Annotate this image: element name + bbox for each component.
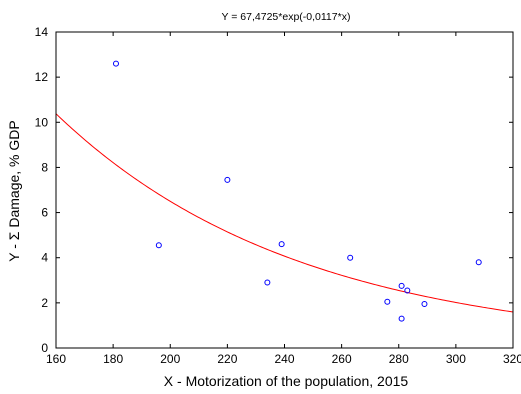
data-point <box>398 282 405 289</box>
x-tick-label: 320 <box>503 352 521 366</box>
data-point <box>404 287 411 294</box>
data-point <box>155 242 162 249</box>
data-point <box>112 60 119 67</box>
x-tick-label: 160 <box>46 352 66 366</box>
data-point <box>224 176 231 183</box>
fit-curve <box>55 113 514 313</box>
x-axis-label: X - Motorization of the population, 2015 <box>164 373 409 389</box>
y-tick-label: 4 <box>41 251 48 265</box>
y-tick-label: 6 <box>41 206 48 220</box>
x-tick-label: 300 <box>446 352 466 366</box>
x-tick-label: 260 <box>332 352 352 366</box>
y-tick-label: 14 <box>35 25 49 39</box>
y-tick-label: 2 <box>41 296 48 310</box>
data-point <box>347 254 354 261</box>
x-tick-label: 200 <box>160 352 180 366</box>
x-tick-label: 180 <box>103 352 123 366</box>
y-tick-label: 0 <box>41 341 48 355</box>
x-tick-label: 240 <box>274 352 294 366</box>
y-axis-label: Y - Σ Damage, % GDP <box>6 120 22 261</box>
y-tick-label: 12 <box>35 70 49 84</box>
x-tick-label: 220 <box>217 352 237 366</box>
y-tick-label: 8 <box>41 160 48 174</box>
plot-area: 160 180 200 220 240 260 280 300 320 0 2 4 6 8 10 12 14 <box>35 25 521 366</box>
chart-title: Y = 67,4725*exp(-0,0117*x) <box>222 11 351 23</box>
data-point <box>475 259 482 266</box>
data-point <box>278 241 285 248</box>
data-point <box>398 315 405 322</box>
data-point <box>384 298 391 305</box>
x-tick-label: 280 <box>389 352 409 366</box>
data-point <box>421 300 428 307</box>
y-tick-label: 10 <box>35 115 49 129</box>
data-point <box>264 279 271 286</box>
